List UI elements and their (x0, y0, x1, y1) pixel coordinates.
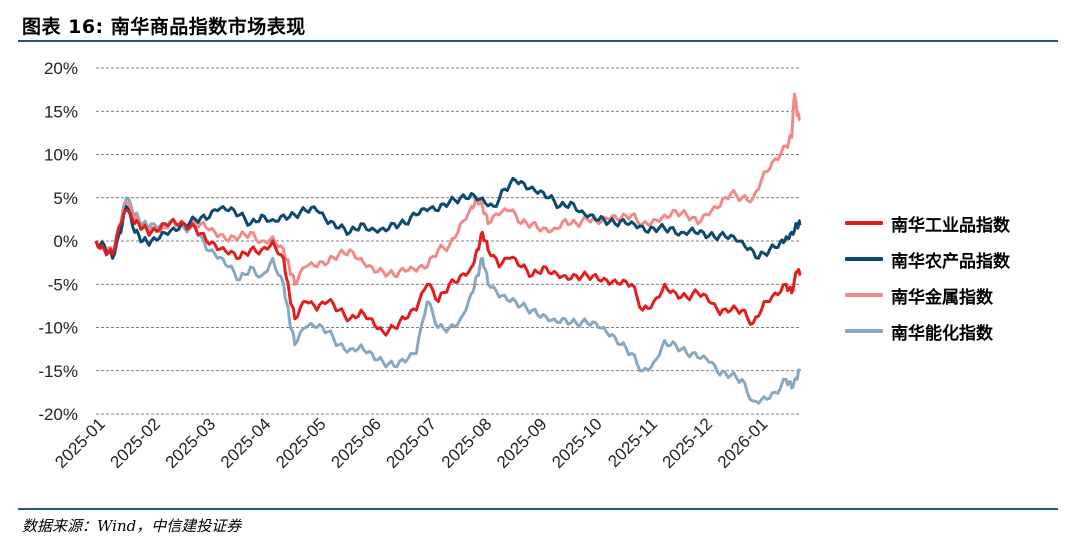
legend-label-metals: 南华金属指数 (891, 287, 993, 308)
bottom-rule (18, 508, 1058, 510)
y-tick-label: -15% (38, 362, 78, 381)
x-tick-label: 2025-05 (272, 414, 330, 472)
series-line-1 (94, 176, 802, 260)
y-axis-ticks: 20% 15% 10% 5% 0% -5% -10% -15% -20% (38, 59, 78, 424)
x-tick-label: 2025-12 (659, 414, 717, 472)
y-tick-label: -10% (38, 319, 78, 338)
legend: 南华工业品指数 南华农产品指数 南华金属指数 南华能化指数 (845, 205, 1010, 349)
y-tick-label: -20% (38, 405, 78, 424)
legend-swatch-energy-chemical (845, 329, 883, 333)
x-tick-label: 2025-10 (548, 414, 606, 472)
x-tick-label: 2025-06 (327, 414, 385, 472)
legend-label-industrial: 南华工业品指数 (891, 215, 1010, 236)
series-line-0 (94, 209, 802, 337)
y-tick-label: 0% (53, 232, 78, 251)
legend-swatch-agricultural (845, 257, 883, 261)
series-line-2 (94, 92, 801, 286)
legend-item-industrial: 南华工业品指数 (845, 205, 1010, 241)
x-tick-label: 2025-04 (217, 414, 275, 472)
legend-item-metals: 南华金属指数 (845, 277, 1010, 313)
figure-title: 图表 16: 南华商品指数市场表现 (22, 16, 306, 38)
y-tick-label: 20% (44, 59, 78, 78)
x-axis-ticks: 2025-012025-022025-032025-042025-052025-… (51, 414, 771, 472)
source-note: 数据来源：Wind，中信建投证券 (22, 517, 242, 535)
legend-item-agricultural: 南华农产品指数 (845, 241, 1010, 277)
top-rule (18, 40, 1058, 42)
grid-lines (96, 67, 800, 415)
y-tick-label: 10% (44, 146, 78, 165)
y-tick-label: 5% (53, 189, 78, 208)
legend-swatch-industrial (845, 221, 883, 225)
legend-label-agricultural: 南华农产品指数 (891, 251, 1010, 272)
series-lines (94, 92, 802, 405)
series-line-3 (94, 196, 802, 405)
x-tick-label: 2025-11 (604, 414, 661, 471)
x-tick-label: 2025-09 (493, 414, 551, 472)
x-tick-label: 2026-01 (714, 414, 772, 472)
legend-label-energy-chemical: 南华能化指数 (891, 323, 993, 344)
legend-item-energy-chemical: 南华能化指数 (845, 313, 1010, 349)
x-tick-label: 2025-03 (162, 414, 220, 472)
x-tick-label: 2025-02 (106, 414, 164, 472)
x-tick-label: 2025-08 (438, 414, 496, 472)
x-tick-label: 2025-07 (383, 414, 441, 472)
y-tick-label: -5% (48, 275, 78, 294)
legend-swatch-metals (845, 293, 883, 297)
y-tick-label: 15% (44, 102, 78, 121)
